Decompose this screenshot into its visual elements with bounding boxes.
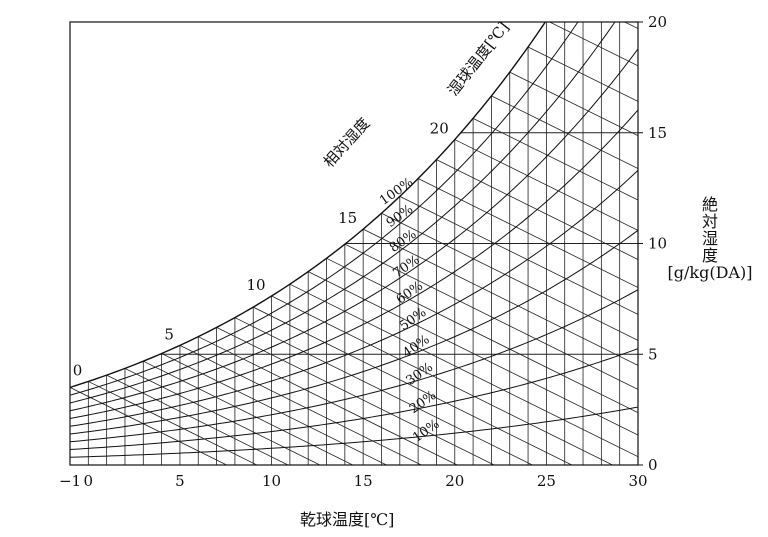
y-axis-label: 絶 対 湿 度 [g/kg(DA)] — [660, 196, 760, 281]
wet-bulb-line — [362, 228, 638, 366]
wet-bulb-line — [179, 345, 422, 465]
x-tick-label: 30 — [628, 472, 647, 490]
wet-bulb-line — [143, 360, 353, 465]
rh-label: 20% — [407, 388, 439, 417]
x-tick-label: 10 — [262, 472, 281, 490]
wet-bulb-line — [234, 317, 533, 465]
x-tick-label: 15 — [354, 472, 373, 490]
relative-humidity-title: 相対湿度 — [320, 114, 374, 171]
y-axis-label-line: 対 — [701, 212, 718, 231]
rh-curve-40 — [69, 229, 639, 435]
rh-curve-60 — [69, 109, 639, 420]
y-tick-label: 15 — [648, 124, 667, 142]
wet-bulb-line — [88, 381, 258, 465]
rh-label: 50% — [397, 305, 429, 334]
x-tick-label: 0 — [84, 472, 94, 490]
rh-curve-80 — [69, 21, 616, 404]
saturation-temp-label: 10 — [246, 276, 265, 294]
rh-curve-90 — [69, 21, 579, 396]
wet-bulb-line — [326, 257, 638, 414]
rh-curve-50 — [69, 170, 639, 427]
rh-curve-20 — [69, 348, 639, 451]
y-axis-unit: [g/kg(DA)] — [667, 263, 753, 282]
wet-bulb-line — [216, 327, 495, 465]
x-tick-label: −1 — [59, 472, 81, 490]
saturation-temp-label: 5 — [164, 325, 174, 343]
wet-bulb-line — [124, 368, 321, 465]
wet-bulb-line — [436, 159, 638, 260]
wet-bulb-line — [289, 283, 638, 458]
rh-label: 40% — [400, 332, 432, 361]
y-tick-label: 20 — [648, 13, 667, 31]
y-axis-label-line: 湿 — [701, 229, 718, 248]
x-tick-label: 25 — [537, 472, 556, 490]
wet-bulb-line — [161, 353, 387, 465]
wet-bulb-line — [491, 95, 638, 169]
rh-label: 80% — [387, 227, 419, 256]
saturation-temp-label: 20 — [430, 120, 449, 138]
wet-bulb-line — [399, 196, 638, 315]
wet-bulb-line — [417, 178, 638, 288]
wet-bulb-line — [271, 295, 613, 465]
wet-bulb-line — [198, 336, 458, 465]
x-tick-label: 20 — [445, 472, 464, 490]
wet-bulb-line — [381, 212, 638, 341]
saturation-temp-label: 15 — [338, 209, 357, 227]
wet-bulb-line — [454, 139, 638, 231]
wet-bulb-line — [106, 374, 289, 465]
chart-labels: 05101520100%90%80%70%60%50%40%30%20%10%相… — [73, 18, 513, 445]
wet-bulb-line — [308, 271, 638, 436]
y-axis-label-line: 絶 — [701, 195, 718, 214]
rh-curve-100 — [69, 21, 546, 389]
rh-curve-30 — [69, 289, 639, 443]
rh-curve-10 — [69, 406, 639, 458]
saturation-temp-label: 0 — [73, 361, 83, 379]
y-axis-label-line: 度 — [701, 246, 718, 265]
rh-label: 100% — [377, 175, 416, 209]
x-tick-label: 5 — [175, 472, 185, 490]
rh-label: 10% — [410, 417, 442, 446]
wet-bulb-line — [253, 306, 572, 465]
wet-bulb-title: 湿球温度[℃] — [444, 18, 513, 99]
chart-grid-lines — [70, 22, 638, 465]
y-tick-label: 10 — [648, 235, 667, 253]
x-axis-label: 乾球温度[℃] — [300, 510, 395, 529]
rh-label: 60% — [394, 279, 426, 308]
rh-curve-70 — [69, 48, 639, 412]
y-tick-label: 5 — [648, 345, 658, 363]
y-tick-label: 0 — [648, 456, 658, 474]
chart-curves — [69, 21, 639, 458]
wet-bulb-line — [472, 117, 638, 201]
